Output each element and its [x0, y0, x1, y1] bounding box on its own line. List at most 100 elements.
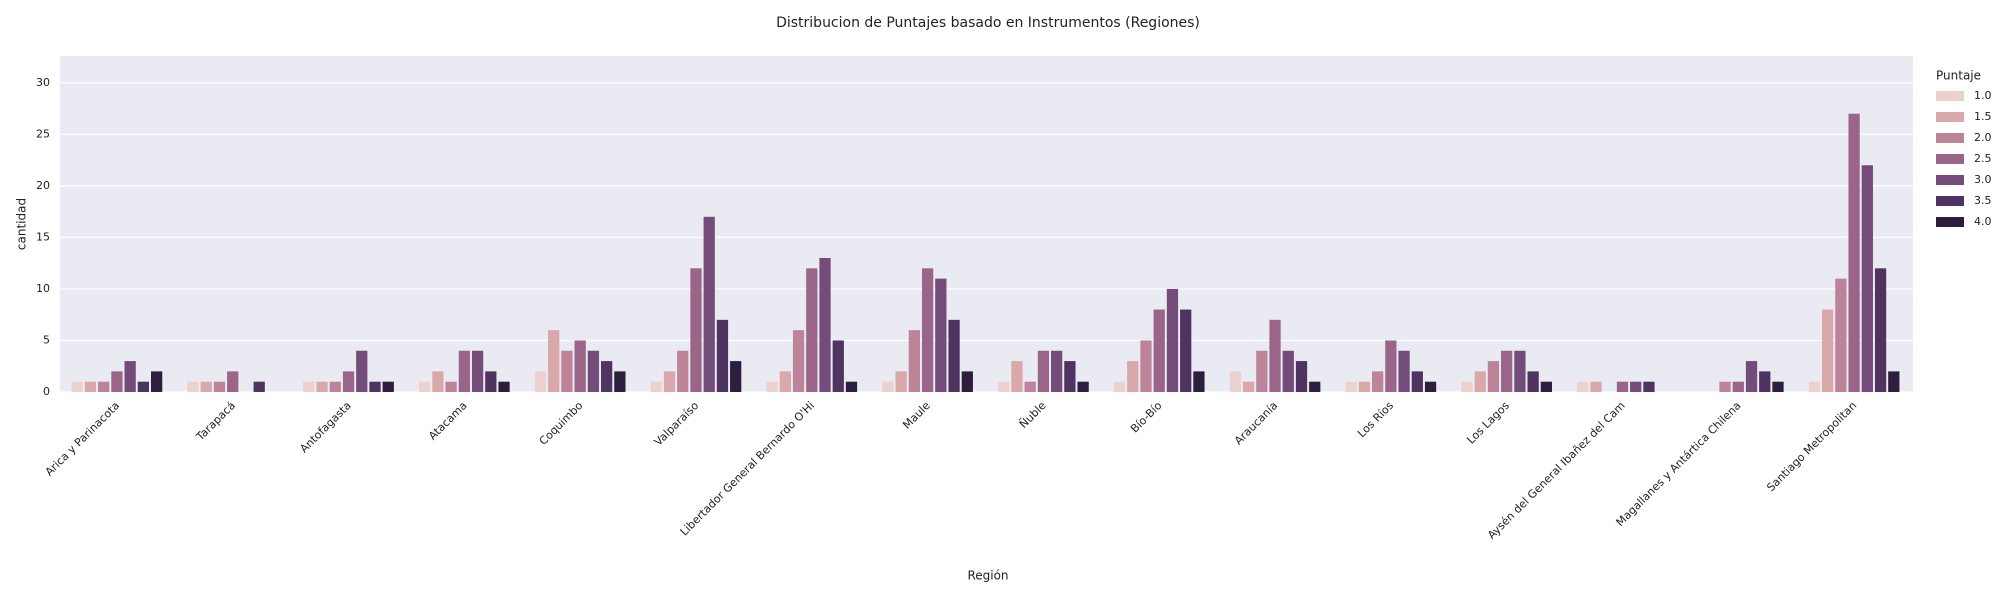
bar	[1474, 371, 1486, 392]
bar	[1874, 268, 1887, 392]
bar	[1064, 361, 1076, 392]
bar	[882, 381, 894, 392]
bar	[1153, 309, 1165, 392]
bar	[1501, 350, 1513, 392]
x-tick-label: Arica y Parinacota	[43, 399, 122, 478]
bar	[1256, 350, 1268, 392]
bar	[534, 371, 547, 392]
legend-label: 1.0	[1974, 89, 1992, 102]
bar	[1309, 381, 1321, 392]
bar	[485, 371, 497, 392]
bar	[548, 330, 560, 392]
bar	[677, 350, 689, 392]
bar	[1180, 309, 1192, 392]
legend-swatch	[1936, 112, 1964, 122]
y-tick-label: 20	[36, 179, 50, 192]
bar	[1127, 361, 1139, 392]
x-axis-label: Región	[967, 569, 1008, 583]
bar	[1024, 381, 1036, 392]
bar	[1861, 165, 1873, 392]
legend-label: 3.0	[1974, 173, 1992, 186]
bar	[819, 258, 831, 392]
bar	[690, 268, 702, 392]
x-tick-label: Santiago Metropolitan	[1764, 399, 1859, 494]
bar	[213, 381, 226, 392]
bar	[1759, 371, 1771, 392]
x-tick-label: Los Lagos	[1464, 399, 1512, 447]
bar	[935, 278, 947, 392]
bar	[650, 381, 662, 392]
x-tick-label: Tarapacá	[193, 399, 238, 444]
legend-swatch	[1936, 133, 1964, 143]
bar	[908, 330, 920, 392]
legend-title: Puntaje	[1936, 69, 1981, 83]
bar	[895, 371, 907, 392]
bar	[1398, 350, 1410, 392]
bar	[779, 371, 791, 392]
bar	[766, 381, 778, 392]
legend-label: 3.5	[1974, 194, 1992, 207]
x-tick-label: Los Ríos	[1355, 399, 1396, 440]
bar	[1345, 381, 1357, 392]
legend-swatch	[1936, 154, 1964, 164]
x-tick-label: Araucanía	[1232, 399, 1280, 447]
bar	[716, 319, 729, 392]
bar	[1719, 381, 1731, 392]
bar	[419, 381, 431, 392]
legend-swatch	[1936, 91, 1964, 101]
legend-swatch	[1936, 196, 1964, 206]
bar	[1166, 288, 1179, 392]
bar	[1424, 381, 1437, 392]
bar	[961, 371, 973, 392]
bar	[1848, 113, 1860, 393]
bar	[1358, 381, 1371, 392]
y-tick-label: 30	[36, 76, 50, 89]
bar	[806, 268, 818, 392]
y-tick-label: 15	[36, 230, 50, 243]
chart-title: Distribucion de Puntajes basado en Instr…	[776, 15, 1200, 31]
bar	[445, 381, 457, 392]
bar	[498, 381, 510, 392]
bar	[137, 381, 150, 392]
x-tick-label: Valparaíso	[652, 399, 702, 449]
bar	[1140, 340, 1152, 392]
x-tick-label: Bío-Bío	[1128, 399, 1165, 436]
bar	[227, 371, 239, 392]
bar	[832, 340, 844, 392]
bar	[1616, 381, 1629, 392]
x-tick-label: Magallanes y Antártica Chilena	[1614, 399, 1744, 529]
bar	[1282, 350, 1294, 392]
bar	[1193, 371, 1205, 392]
bar	[614, 371, 626, 392]
bar	[1590, 381, 1602, 392]
bar	[1011, 361, 1023, 392]
bar	[587, 350, 600, 392]
bar	[1037, 350, 1050, 392]
legend-label: 2.0	[1974, 131, 1992, 144]
bar	[1577, 381, 1589, 392]
bar	[369, 381, 381, 392]
bar	[342, 371, 355, 392]
y-tick-label: 5	[43, 333, 50, 346]
bar	[253, 381, 265, 392]
x-tick-label: Ñuble	[1017, 399, 1049, 431]
bar	[187, 381, 199, 392]
bar	[382, 381, 394, 392]
bar	[921, 268, 934, 392]
legend-label: 4.0	[1974, 215, 1992, 228]
bar	[1888, 371, 1900, 392]
bar	[1051, 350, 1063, 392]
bar	[1822, 309, 1834, 392]
legend-label: 1.5	[1974, 110, 1992, 123]
bar	[356, 350, 368, 392]
bar	[1527, 371, 1539, 392]
bar	[84, 381, 97, 392]
bar	[845, 381, 858, 392]
bar	[471, 350, 484, 392]
bar	[1295, 361, 1308, 392]
bar	[1229, 371, 1241, 392]
bar	[1487, 361, 1500, 392]
bar	[150, 371, 163, 392]
bar	[1371, 371, 1384, 392]
